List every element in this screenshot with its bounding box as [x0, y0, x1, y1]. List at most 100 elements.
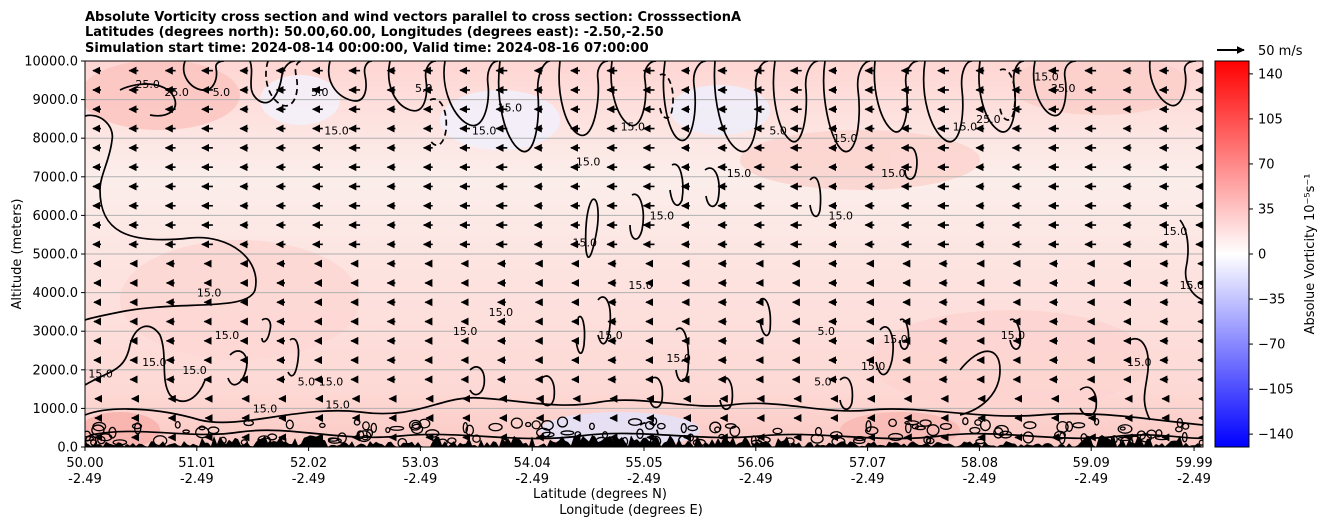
- surface-contour-blob: [680, 423, 687, 434]
- surface-contour-blob: [923, 435, 931, 445]
- contour-line: [597, 296, 612, 345]
- contour-label: 5.0: [213, 86, 231, 99]
- surface-contour-blob: [1119, 436, 1134, 447]
- negative-contour-line: [429, 98, 448, 147]
- x-tick-label-lon: -2.49: [739, 472, 773, 487]
- y-axis: 0.0 1000.0 2000.0 3000.0 4000.0 5000.0 6000.0 7…: [24, 55, 85, 456]
- surface-contour-blob: [397, 437, 408, 447]
- surface-contour-blob: [411, 421, 421, 430]
- colorbar-tick-label: −105: [1258, 383, 1294, 398]
- contour-line: [873, 61, 919, 133]
- surface-contour-blob: [370, 422, 378, 433]
- surface-contour-blob: [1093, 417, 1100, 426]
- contour-line: [261, 317, 272, 343]
- surface-contour-blob: [1080, 433, 1088, 443]
- y-tick-label: 3000.0: [33, 325, 79, 340]
- x-tick-label-lat: 56.06: [737, 456, 774, 471]
- colorbar-tick-label: 105: [1258, 112, 1283, 127]
- x-tick-label-lon: -2.49: [627, 472, 661, 487]
- surface-contour-blob: [1119, 426, 1126, 431]
- surface-contour-blob: [1117, 424, 1133, 434]
- contour-label: 25.0: [1051, 82, 1076, 95]
- surface-contour-blob: [810, 433, 824, 444]
- contour-line: [704, 167, 720, 208]
- surface-contour-blob: [85, 435, 94, 442]
- surface-contour-blob: [772, 427, 783, 435]
- x-axis-label-latitude: Latitude (degrees N): [533, 487, 667, 502]
- negative-contour-line: [265, 61, 303, 107]
- y-tick-label: 2000.0: [33, 363, 79, 378]
- surface-contour-blob: [1022, 431, 1034, 444]
- contour-line: [469, 366, 486, 396]
- surface-contour-blob: [257, 435, 271, 445]
- y-tick-label: 8000.0: [33, 132, 79, 147]
- x-tick-label-lon: -2.49: [515, 472, 549, 487]
- x-tick-label-lon: -2.49: [851, 472, 885, 487]
- contour-label: 15.0: [142, 356, 167, 369]
- surface-contour-blob: [1065, 421, 1074, 432]
- surface-contour-blob: [488, 422, 503, 432]
- surface-contour-blob: [1136, 430, 1147, 440]
- surface-contour-blob: [219, 436, 227, 445]
- contour-label: 15.0: [325, 399, 350, 412]
- surface-contour-cluster: [85, 416, 1203, 447]
- colorbar-tick-label: 35: [1258, 202, 1275, 217]
- surface-contour-blob: [353, 418, 361, 426]
- contour-label: 15.0: [650, 209, 675, 222]
- surface-contour-blob: [757, 436, 771, 444]
- contour-label: 15.0: [197, 287, 222, 300]
- x-tick-label-lat: 55.05: [625, 456, 662, 471]
- contour-label: 15.0: [489, 306, 514, 319]
- surface-contour-blob: [588, 422, 595, 431]
- y-axis-label: Altitude (meters): [10, 199, 25, 310]
- contour-line: [497, 61, 551, 153]
- contour-label: 15.0: [215, 329, 240, 342]
- x-tick-label-lat: 53.03: [402, 456, 439, 471]
- surface-contour-blob: [627, 418, 643, 426]
- contour-label: 25.0: [164, 86, 189, 99]
- surface-contour-blob: [541, 431, 555, 438]
- contour-label: 15.0: [1001, 329, 1026, 342]
- contour-line: [675, 327, 690, 383]
- surface-contour-blob: [465, 424, 475, 436]
- surface-contour-blob: [962, 417, 969, 426]
- surface-contour-blob: [865, 420, 872, 433]
- contour-line: [899, 318, 910, 350]
- x-tick-label-lat: 57.07: [849, 456, 886, 471]
- surface-contour-blob: [152, 435, 168, 447]
- contour-line: [922, 61, 973, 143]
- contour-line: [978, 61, 1025, 133]
- surface-contour-blob: [905, 422, 912, 434]
- x-tick-label-lat: 50.00: [66, 456, 103, 471]
- surface-contour-blob: [979, 419, 991, 432]
- surface-contour-blob: [831, 436, 846, 447]
- surface-contour-blob: [709, 421, 722, 434]
- contour-line: [875, 326, 894, 376]
- surface-contour-blob: [888, 432, 904, 442]
- surface-contour-blob: [621, 436, 629, 447]
- surface-contour-blob: [852, 437, 866, 445]
- y-tick-label: 1000.0: [33, 402, 79, 417]
- surface-contour-blob: [510, 417, 523, 429]
- surface-contour-blob: [1154, 435, 1170, 441]
- contour-label: 15.0: [498, 101, 523, 114]
- colorbar-tick-label: −140: [1258, 428, 1294, 443]
- surface-contour-blob: [853, 436, 867, 442]
- y-tick-label: 9000.0: [33, 93, 79, 108]
- surface-contour-blob: [750, 435, 757, 447]
- surface-contour-blob: [385, 426, 391, 434]
- colorbar-tick-label: −70: [1258, 338, 1285, 353]
- contour-label: 5.0: [769, 124, 787, 137]
- surface-contour-blob: [410, 423, 424, 435]
- contour-labels: 15.0 15.0 15.0 15.0 15.0 5.0 25.0 25.0 15.0 15.0 1…: [88, 70, 1203, 415]
- surface-contour-blob: [911, 423, 920, 430]
- contour-label: 5.0: [817, 325, 835, 338]
- surface-contour-blob: [939, 422, 953, 430]
- contour-line: [629, 193, 645, 240]
- x-tick-label-lon: -2.49: [292, 472, 326, 487]
- surface-contour-blob: [195, 426, 210, 439]
- x-axis-label-longitude: Longitude (degrees E): [559, 503, 703, 518]
- surface-contour-blob: [112, 439, 128, 446]
- surface-contour-blob: [1023, 421, 1037, 430]
- surface-contour-blob: [389, 425, 405, 431]
